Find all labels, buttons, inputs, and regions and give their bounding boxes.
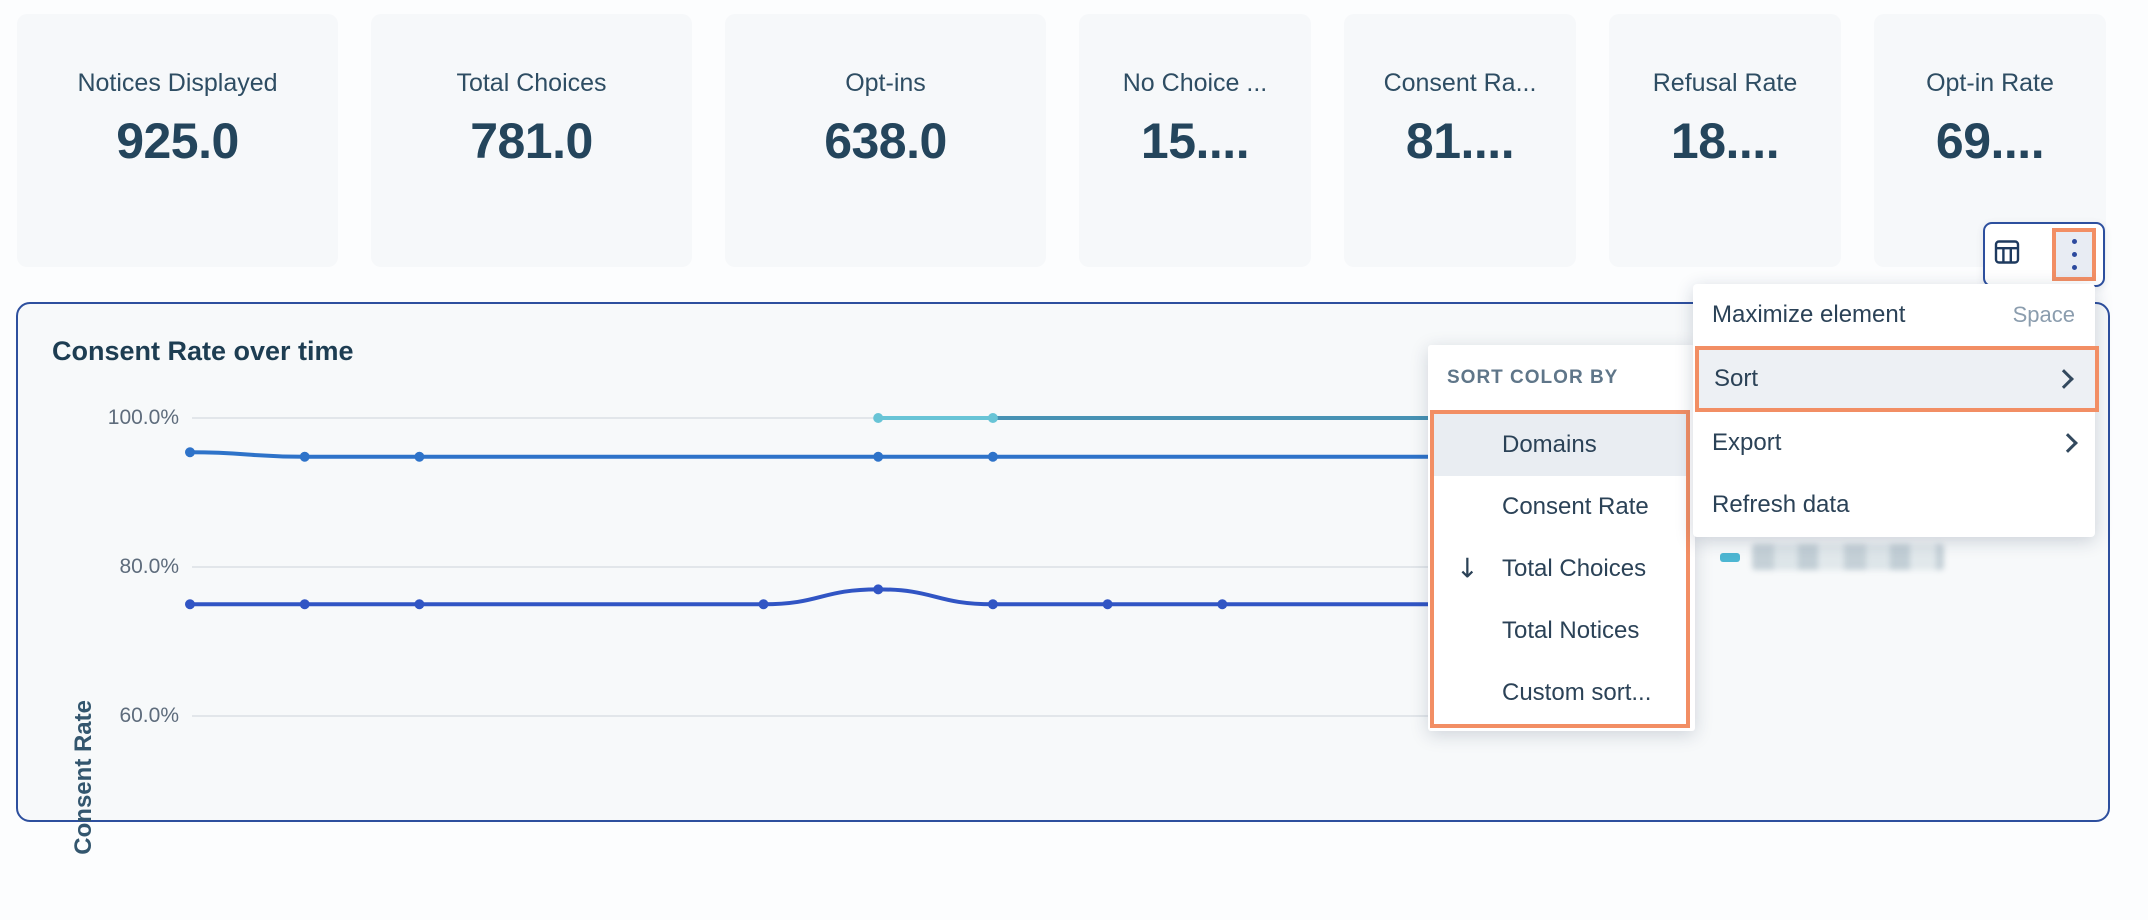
kpi-label: Consent Ra...	[1383, 69, 1537, 97]
y-tick-60: 60.0%	[119, 704, 179, 727]
data-point-series-teal-highlight	[987, 413, 998, 423]
kpi-value: 638.0	[824, 113, 947, 169]
kpi-card-consent-rate[interactable]: Consent Ra... 81....	[1344, 14, 1576, 267]
kpi-card-notices-displayed[interactable]: Notices Displayed 925.0	[17, 14, 338, 267]
submenu-item-consent-rate[interactable]: Consent Rate	[1434, 476, 1686, 538]
kpi-value: 69....	[1935, 113, 2045, 169]
submenu-item-label: Domains	[1502, 431, 1597, 458]
kpi-card-no-choice[interactable]: No Choice ... 15....	[1079, 14, 1311, 267]
data-point-series-blue	[873, 451, 884, 462]
dashboard-page: { "kpi_cards": [ {"label": "Notices Disp…	[16, 14, 2110, 855]
data-point-series-royal	[1217, 599, 1228, 610]
legend-item[interactable]	[1720, 544, 1944, 570]
data-point-series-blue	[185, 447, 195, 458]
submenu-item-label: Custom sort...	[1502, 679, 1652, 706]
data-point-series-royal	[1102, 599, 1113, 610]
menu-item-label: Refresh data	[1712, 491, 1850, 518]
sort-submenu-items: Domains Consent Rate ↓ Total Choices Tot…	[1430, 410, 1690, 728]
kpi-card-refusal-rate[interactable]: Refusal Rate 18....	[1609, 14, 1841, 267]
legend-label-redacted	[1752, 544, 1944, 570]
data-point-series-royal	[873, 584, 884, 595]
kpi-value: 15....	[1140, 113, 1250, 169]
kpi-value: 781.0	[470, 113, 593, 169]
kpi-card-total-choices[interactable]: Total Choices 781.0	[371, 14, 692, 267]
kpi-value: 925.0	[116, 113, 239, 169]
kpi-label: Notices Displayed	[77, 69, 278, 97]
data-point-series-blue	[299, 451, 310, 462]
sort-submenu-header: SORT COLOR BY	[1447, 366, 1619, 388]
kpi-label: Refusal Rate	[1652, 69, 1798, 97]
data-point-series-blue	[987, 451, 998, 462]
submenu-item-label: Total Notices	[1502, 617, 1640, 644]
data-point-series-blue	[414, 451, 425, 462]
submenu-item-label: Consent Rate	[1502, 493, 1649, 520]
kebab-menu-icon	[2071, 239, 2077, 244]
chevron-right-icon	[2054, 369, 2074, 389]
data-point-series-royal	[299, 599, 310, 610]
menu-item-maximize-element[interactable]: Maximize element Space	[1693, 284, 2095, 346]
submenu-item-custom-sort[interactable]: Custom sort...	[1434, 662, 1686, 724]
submenu-item-total-choices[interactable]: ↓ Total Choices	[1434, 538, 1686, 600]
kpi-label: No Choice ...	[1122, 69, 1268, 97]
element-context-menu: Maximize element Space Sort Export Refre…	[1693, 284, 2099, 537]
arrow-down-icon: ↓	[1456, 553, 1479, 585]
kpi-label: Opt-ins	[845, 69, 926, 97]
y-tick-100: 100.0%	[107, 406, 179, 429]
y-axis-label: Consent Rate	[70, 700, 97, 855]
submenu-item-total-notices[interactable]: Total Notices	[1434, 600, 1686, 662]
kpi-cards-row: Notices Displayed 925.0 Total Choices 78…	[17, 14, 2110, 267]
data-point-series-royal	[414, 599, 425, 610]
legend-swatch	[1720, 552, 1740, 562]
sort-submenu: SORT COLOR BY Domains Consent Rate ↓ Tot…	[1428, 345, 1695, 731]
data-point-series-royal	[185, 599, 195, 610]
menu-item-refresh-data[interactable]: Refresh data	[1693, 474, 2095, 536]
kebab-menu-button[interactable]	[2052, 228, 2096, 281]
menu-item-label: Sort	[1714, 365, 1759, 392]
menu-item-label: Maximize element	[1712, 301, 1906, 328]
submenu-item-domains[interactable]: Domains	[1434, 414, 1686, 476]
table-icon	[1993, 238, 2021, 271]
submenu-item-label: Total Choices	[1502, 555, 1647, 582]
menu-item-export[interactable]: Export	[1693, 412, 2095, 474]
menu-item-label: Export	[1712, 429, 1782, 456]
kpi-value: 81....	[1405, 113, 1515, 169]
shortcut-hint: Space	[2012, 302, 2075, 327]
data-point-series-teal-highlight	[873, 413, 884, 423]
data-point-series-royal	[758, 599, 769, 610]
element-hover-toolbar	[1983, 222, 2105, 287]
chevron-right-icon	[2058, 433, 2078, 453]
data-point-series-royal	[987, 599, 998, 610]
kpi-value: 18....	[1670, 113, 1780, 169]
chart-line-series-blue	[188, 450, 1684, 459]
kpi-label: Opt-in Rate	[1926, 69, 2054, 97]
kpi-label: Total Choices	[456, 69, 607, 97]
chart-title: Consent Rate over time	[52, 336, 354, 366]
y-tick-80: 80.0%	[119, 555, 179, 578]
view-table-button[interactable]	[1985, 227, 2029, 283]
menu-item-sort[interactable]: Sort	[1695, 346, 2099, 412]
kpi-card-opt-ins[interactable]: Opt-ins 638.0	[725, 14, 1046, 267]
